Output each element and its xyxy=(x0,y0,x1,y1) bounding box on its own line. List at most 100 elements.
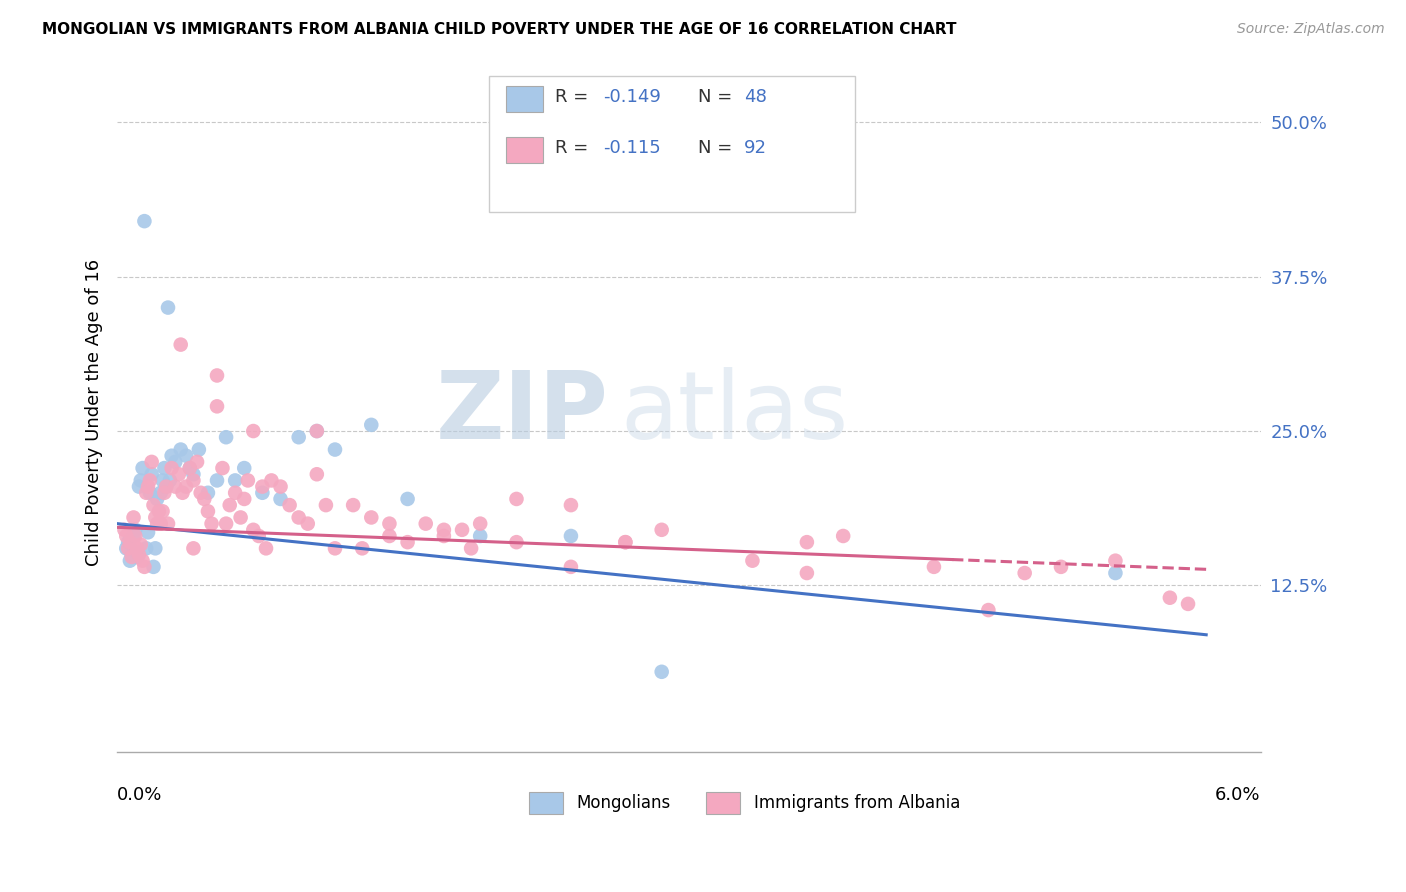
Point xyxy=(135,541,157,556)
FancyBboxPatch shape xyxy=(529,792,564,814)
Point xyxy=(287,430,309,444)
Y-axis label: Child Poverty Under the Age of 16: Child Poverty Under the Age of 16 xyxy=(86,259,103,566)
Point xyxy=(205,400,228,414)
FancyBboxPatch shape xyxy=(706,792,741,814)
Point xyxy=(315,498,337,512)
Point xyxy=(118,554,141,568)
Point xyxy=(135,485,157,500)
Point xyxy=(149,485,172,500)
Point xyxy=(156,301,179,315)
Point xyxy=(193,491,215,506)
Point xyxy=(651,523,673,537)
Point xyxy=(165,480,187,494)
Point xyxy=(148,504,170,518)
Point xyxy=(218,498,240,512)
Point xyxy=(187,442,209,457)
Point xyxy=(121,548,143,562)
Point xyxy=(252,480,274,494)
Point xyxy=(139,474,162,488)
Point xyxy=(118,535,141,549)
Point xyxy=(142,498,165,512)
Point xyxy=(167,467,190,482)
FancyBboxPatch shape xyxy=(506,86,543,112)
Point xyxy=(160,449,183,463)
Point xyxy=(183,541,205,556)
Point xyxy=(305,467,328,482)
Point xyxy=(170,442,193,457)
Point xyxy=(117,535,139,549)
Point xyxy=(153,461,176,475)
Point xyxy=(115,529,138,543)
Point xyxy=(146,516,169,531)
Point xyxy=(149,516,172,531)
Point xyxy=(129,538,152,552)
Point xyxy=(124,523,146,537)
Point xyxy=(323,541,346,556)
Text: Immigrants from Albania: Immigrants from Albania xyxy=(754,794,960,812)
Point xyxy=(211,461,233,475)
Point xyxy=(141,455,163,469)
FancyBboxPatch shape xyxy=(506,136,543,162)
Point xyxy=(297,516,319,531)
Point xyxy=(122,510,145,524)
Point xyxy=(122,529,145,543)
Point xyxy=(247,529,270,543)
Point xyxy=(134,214,156,228)
Text: ZIP: ZIP xyxy=(436,367,609,458)
Point xyxy=(136,480,159,494)
Point xyxy=(270,480,292,494)
Point xyxy=(153,485,176,500)
Point xyxy=(142,559,165,574)
Point xyxy=(124,529,146,543)
Point xyxy=(152,504,174,518)
Point xyxy=(224,474,246,488)
Point xyxy=(741,554,763,568)
Point xyxy=(127,549,149,564)
Point xyxy=(614,535,637,549)
Point xyxy=(200,516,222,531)
Point xyxy=(155,480,177,494)
Point xyxy=(131,461,153,475)
Point xyxy=(278,498,301,512)
Point xyxy=(183,467,205,482)
Point xyxy=(179,461,201,475)
Point xyxy=(378,529,401,543)
Point xyxy=(651,665,673,679)
Point xyxy=(922,559,945,574)
Point xyxy=(129,474,152,488)
Point xyxy=(139,485,162,500)
Point xyxy=(378,516,401,531)
Text: 92: 92 xyxy=(744,138,766,157)
Point xyxy=(360,510,382,524)
Point xyxy=(205,474,228,488)
Point xyxy=(160,461,183,475)
Point xyxy=(121,549,143,564)
Point xyxy=(174,480,197,494)
Text: 6.0%: 6.0% xyxy=(1215,786,1261,804)
Point xyxy=(1050,559,1073,574)
Point xyxy=(1104,554,1126,568)
Point xyxy=(1014,566,1036,580)
Point xyxy=(342,498,364,512)
Point xyxy=(128,480,150,494)
Point xyxy=(260,474,283,488)
Point xyxy=(143,510,166,524)
Point xyxy=(252,485,274,500)
Point xyxy=(505,491,527,506)
Point xyxy=(305,424,328,438)
Point xyxy=(114,523,136,537)
Point xyxy=(560,529,582,543)
Point xyxy=(254,541,277,556)
Point xyxy=(1177,597,1199,611)
Text: R =: R = xyxy=(555,87,595,106)
Point xyxy=(124,545,146,559)
Text: N =: N = xyxy=(697,138,738,157)
Point xyxy=(396,535,419,549)
Point xyxy=(159,474,181,488)
Point xyxy=(205,368,228,383)
Text: Source: ZipAtlas.com: Source: ZipAtlas.com xyxy=(1237,22,1385,37)
Point xyxy=(215,516,238,531)
Point xyxy=(183,474,205,488)
Point xyxy=(287,510,309,524)
Point xyxy=(128,548,150,562)
